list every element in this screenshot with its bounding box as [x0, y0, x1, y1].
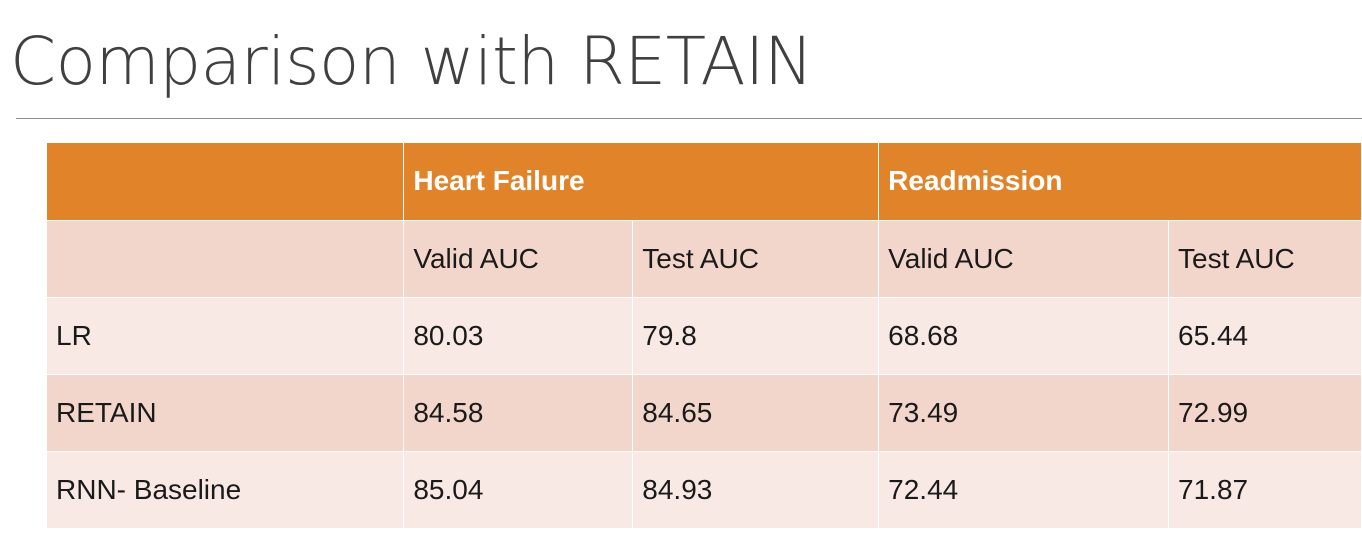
- model-name-cell: LR: [47, 297, 405, 375]
- table-row: RNN- Baseline 85.04 84.93 72.44 71.87: [47, 451, 1362, 529]
- results-table: Heart Failure Readmission Valid AUC Test…: [47, 143, 1362, 529]
- value-cell: 65.44: [1168, 297, 1362, 375]
- value-cell: 85.04: [403, 451, 634, 529]
- model-name-cell: RNN- Baseline: [47, 451, 405, 529]
- slide-title: Comparison with RETAIN: [10, 23, 813, 100]
- value-cell: 80.03: [403, 297, 634, 375]
- value-cell: 72.99: [1168, 374, 1362, 452]
- value-cell: 68.68: [878, 297, 1170, 375]
- metric-header-hf-valid: Valid AUC: [403, 220, 634, 298]
- value-cell: 79.8: [632, 297, 880, 375]
- table-row: LR 80.03 79.8 68.68 65.44: [47, 297, 1362, 375]
- value-cell: 72.44: [878, 451, 1170, 529]
- value-cell: 71.87: [1168, 451, 1362, 529]
- value-cell: 84.58: [403, 374, 634, 452]
- model-name-cell: RETAIN: [47, 374, 405, 452]
- value-cell: 84.93: [632, 451, 880, 529]
- header-cell-model: [47, 143, 405, 221]
- group-header-row: Heart Failure Readmission: [47, 143, 1362, 221]
- metric-header-readm-test: Test AUC: [1168, 220, 1362, 298]
- metric-header-model: [47, 220, 405, 298]
- metric-header-row: Valid AUC Test AUC Valid AUC Test AUC: [47, 220, 1362, 298]
- header-cell-readmission: Readmission: [878, 143, 1362, 221]
- metric-header-readm-valid: Valid AUC: [878, 220, 1170, 298]
- value-cell: 73.49: [878, 374, 1170, 452]
- metric-header-hf-test: Test AUC: [632, 220, 880, 298]
- value-cell: 84.65: [632, 374, 880, 452]
- table-row: RETAIN 84.58 84.65 73.49 72.99: [47, 374, 1362, 452]
- title-divider: [16, 118, 1362, 119]
- header-cell-heart-failure: Heart Failure: [403, 143, 880, 221]
